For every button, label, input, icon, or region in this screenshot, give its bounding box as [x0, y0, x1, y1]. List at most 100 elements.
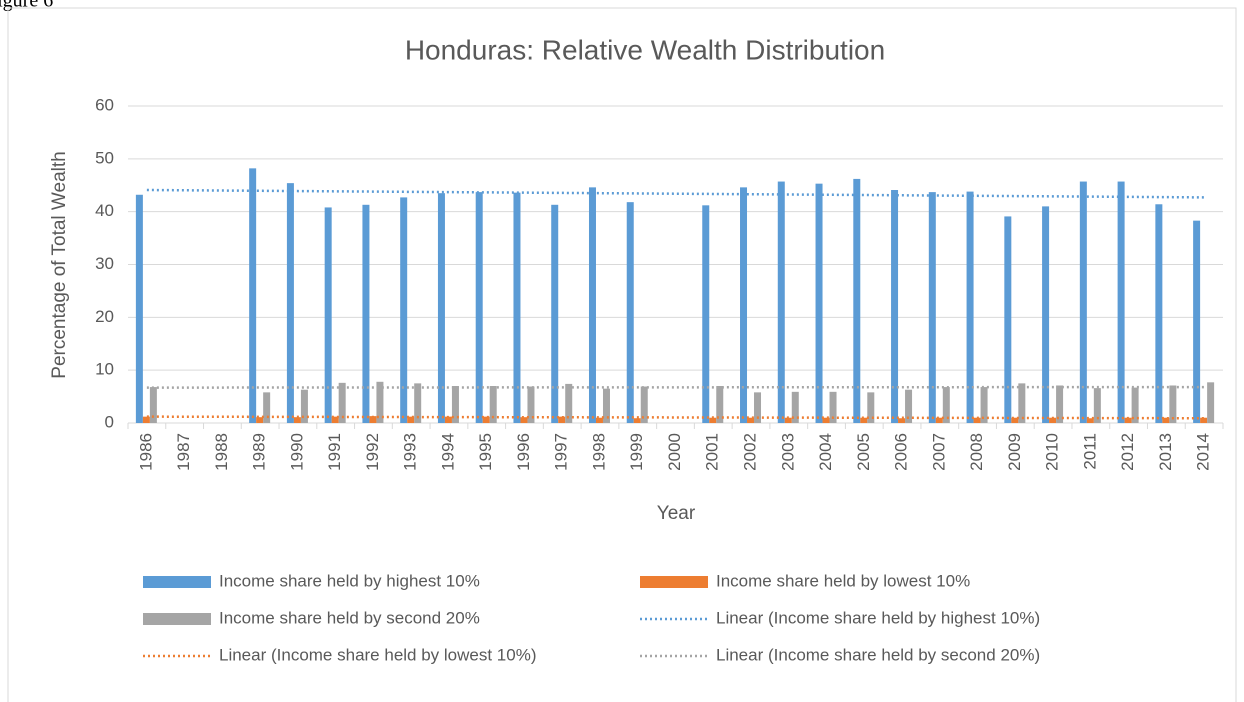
bar — [1193, 220, 1201, 423]
x-tick-label: 1996 — [514, 433, 533, 471]
bar — [829, 391, 837, 423]
x-tick-label: 2006 — [892, 433, 911, 471]
bar — [1117, 181, 1125, 423]
x-tick-label: 2001 — [703, 433, 722, 471]
bar — [973, 417, 981, 423]
bar — [1086, 418, 1094, 423]
bar — [331, 416, 339, 423]
bar — [980, 387, 988, 423]
bar — [489, 386, 497, 423]
bar — [338, 382, 346, 423]
bar — [520, 417, 528, 423]
figure-label: Figure 6 — [0, 0, 53, 12]
bar — [898, 418, 906, 423]
bar — [263, 392, 271, 423]
x-tick-label: 2007 — [929, 433, 948, 471]
bar — [1049, 417, 1057, 423]
y-tick-label: 30 — [95, 254, 114, 273]
bar — [791, 391, 799, 423]
bar — [633, 418, 641, 423]
bar — [1162, 417, 1170, 423]
x-tick-label: 2009 — [1005, 433, 1024, 471]
legend-label: Linear (Income share held by second 20%) — [716, 645, 1040, 664]
bar — [928, 192, 936, 423]
bar — [149, 387, 157, 423]
bar — [451, 386, 459, 423]
x-tick-label: 2013 — [1156, 433, 1175, 471]
bar — [369, 416, 377, 423]
bar — [513, 192, 521, 423]
bar — [853, 178, 861, 423]
bar — [249, 168, 257, 423]
x-tick-label: 2000 — [665, 433, 684, 471]
x-tick-label: 2014 — [1194, 433, 1213, 471]
chart-frame — [7, 7, 1237, 702]
bar — [935, 417, 943, 423]
x-tick-label: 1989 — [250, 433, 269, 471]
x-tick-label: 2005 — [854, 433, 873, 471]
x-tick-label: 1997 — [552, 433, 571, 471]
bar — [822, 417, 830, 423]
legend-swatch — [143, 576, 211, 588]
bar — [626, 202, 634, 423]
bar — [1200, 417, 1208, 423]
x-tick-label: 2010 — [1043, 433, 1062, 471]
x-tick-label: 1992 — [363, 433, 382, 471]
bar — [437, 193, 445, 423]
bar — [740, 187, 748, 423]
bar — [784, 417, 792, 423]
bar — [716, 386, 724, 423]
bar — [942, 387, 950, 423]
x-tick-label: 2008 — [967, 433, 986, 471]
bar — [754, 392, 762, 423]
y-axis-title: Percentage of Total Wealth — [49, 151, 70, 378]
bar — [293, 417, 301, 423]
bar — [1079, 181, 1087, 423]
x-tick-label: 1999 — [627, 433, 646, 471]
bar — [1042, 206, 1050, 423]
bar — [1056, 385, 1064, 423]
bar — [565, 383, 573, 423]
y-tick-label: 10 — [95, 360, 114, 379]
x-tick-label: 1988 — [212, 433, 231, 471]
legend-swatch — [640, 576, 708, 588]
x-tick-label: 1990 — [287, 433, 306, 471]
bar — [475, 192, 483, 423]
legend-label: Linear (Income share held by lowest 10%) — [219, 645, 537, 664]
x-tick-label: 1986 — [136, 433, 155, 471]
y-tick-label: 20 — [95, 307, 114, 326]
bar — [709, 417, 717, 423]
bar — [558, 416, 566, 423]
x-tick-label: 2012 — [1118, 433, 1137, 471]
bar — [256, 417, 264, 423]
x-tick-label: 1993 — [401, 433, 420, 471]
bar — [414, 383, 422, 423]
chart-title: Honduras: Relative Wealth Distribution — [405, 34, 885, 65]
y-tick-label: 0 — [105, 412, 114, 431]
bar — [1155, 204, 1163, 423]
bar — [142, 416, 150, 423]
bar — [286, 183, 294, 423]
bar — [860, 417, 868, 423]
legend-label: Income share held by highest 10% — [219, 571, 480, 590]
bar — [777, 181, 785, 423]
bar — [376, 381, 384, 423]
bar — [527, 386, 535, 423]
x-tick-label: 1991 — [325, 433, 344, 471]
x-tick-label: 2004 — [816, 433, 835, 471]
bar — [966, 191, 974, 423]
bar — [815, 183, 823, 423]
bar — [444, 416, 452, 423]
trendline — [146, 385, 1205, 389]
bar — [400, 197, 408, 423]
bar — [602, 388, 610, 423]
bar — [482, 416, 490, 423]
x-tick-label: 1998 — [589, 433, 608, 471]
bar — [640, 386, 648, 423]
bar — [551, 204, 559, 423]
bar — [407, 416, 415, 423]
legend-label: Linear (Income share held by highest 10%… — [716, 608, 1040, 627]
bar — [595, 417, 603, 423]
bar — [1169, 385, 1177, 423]
